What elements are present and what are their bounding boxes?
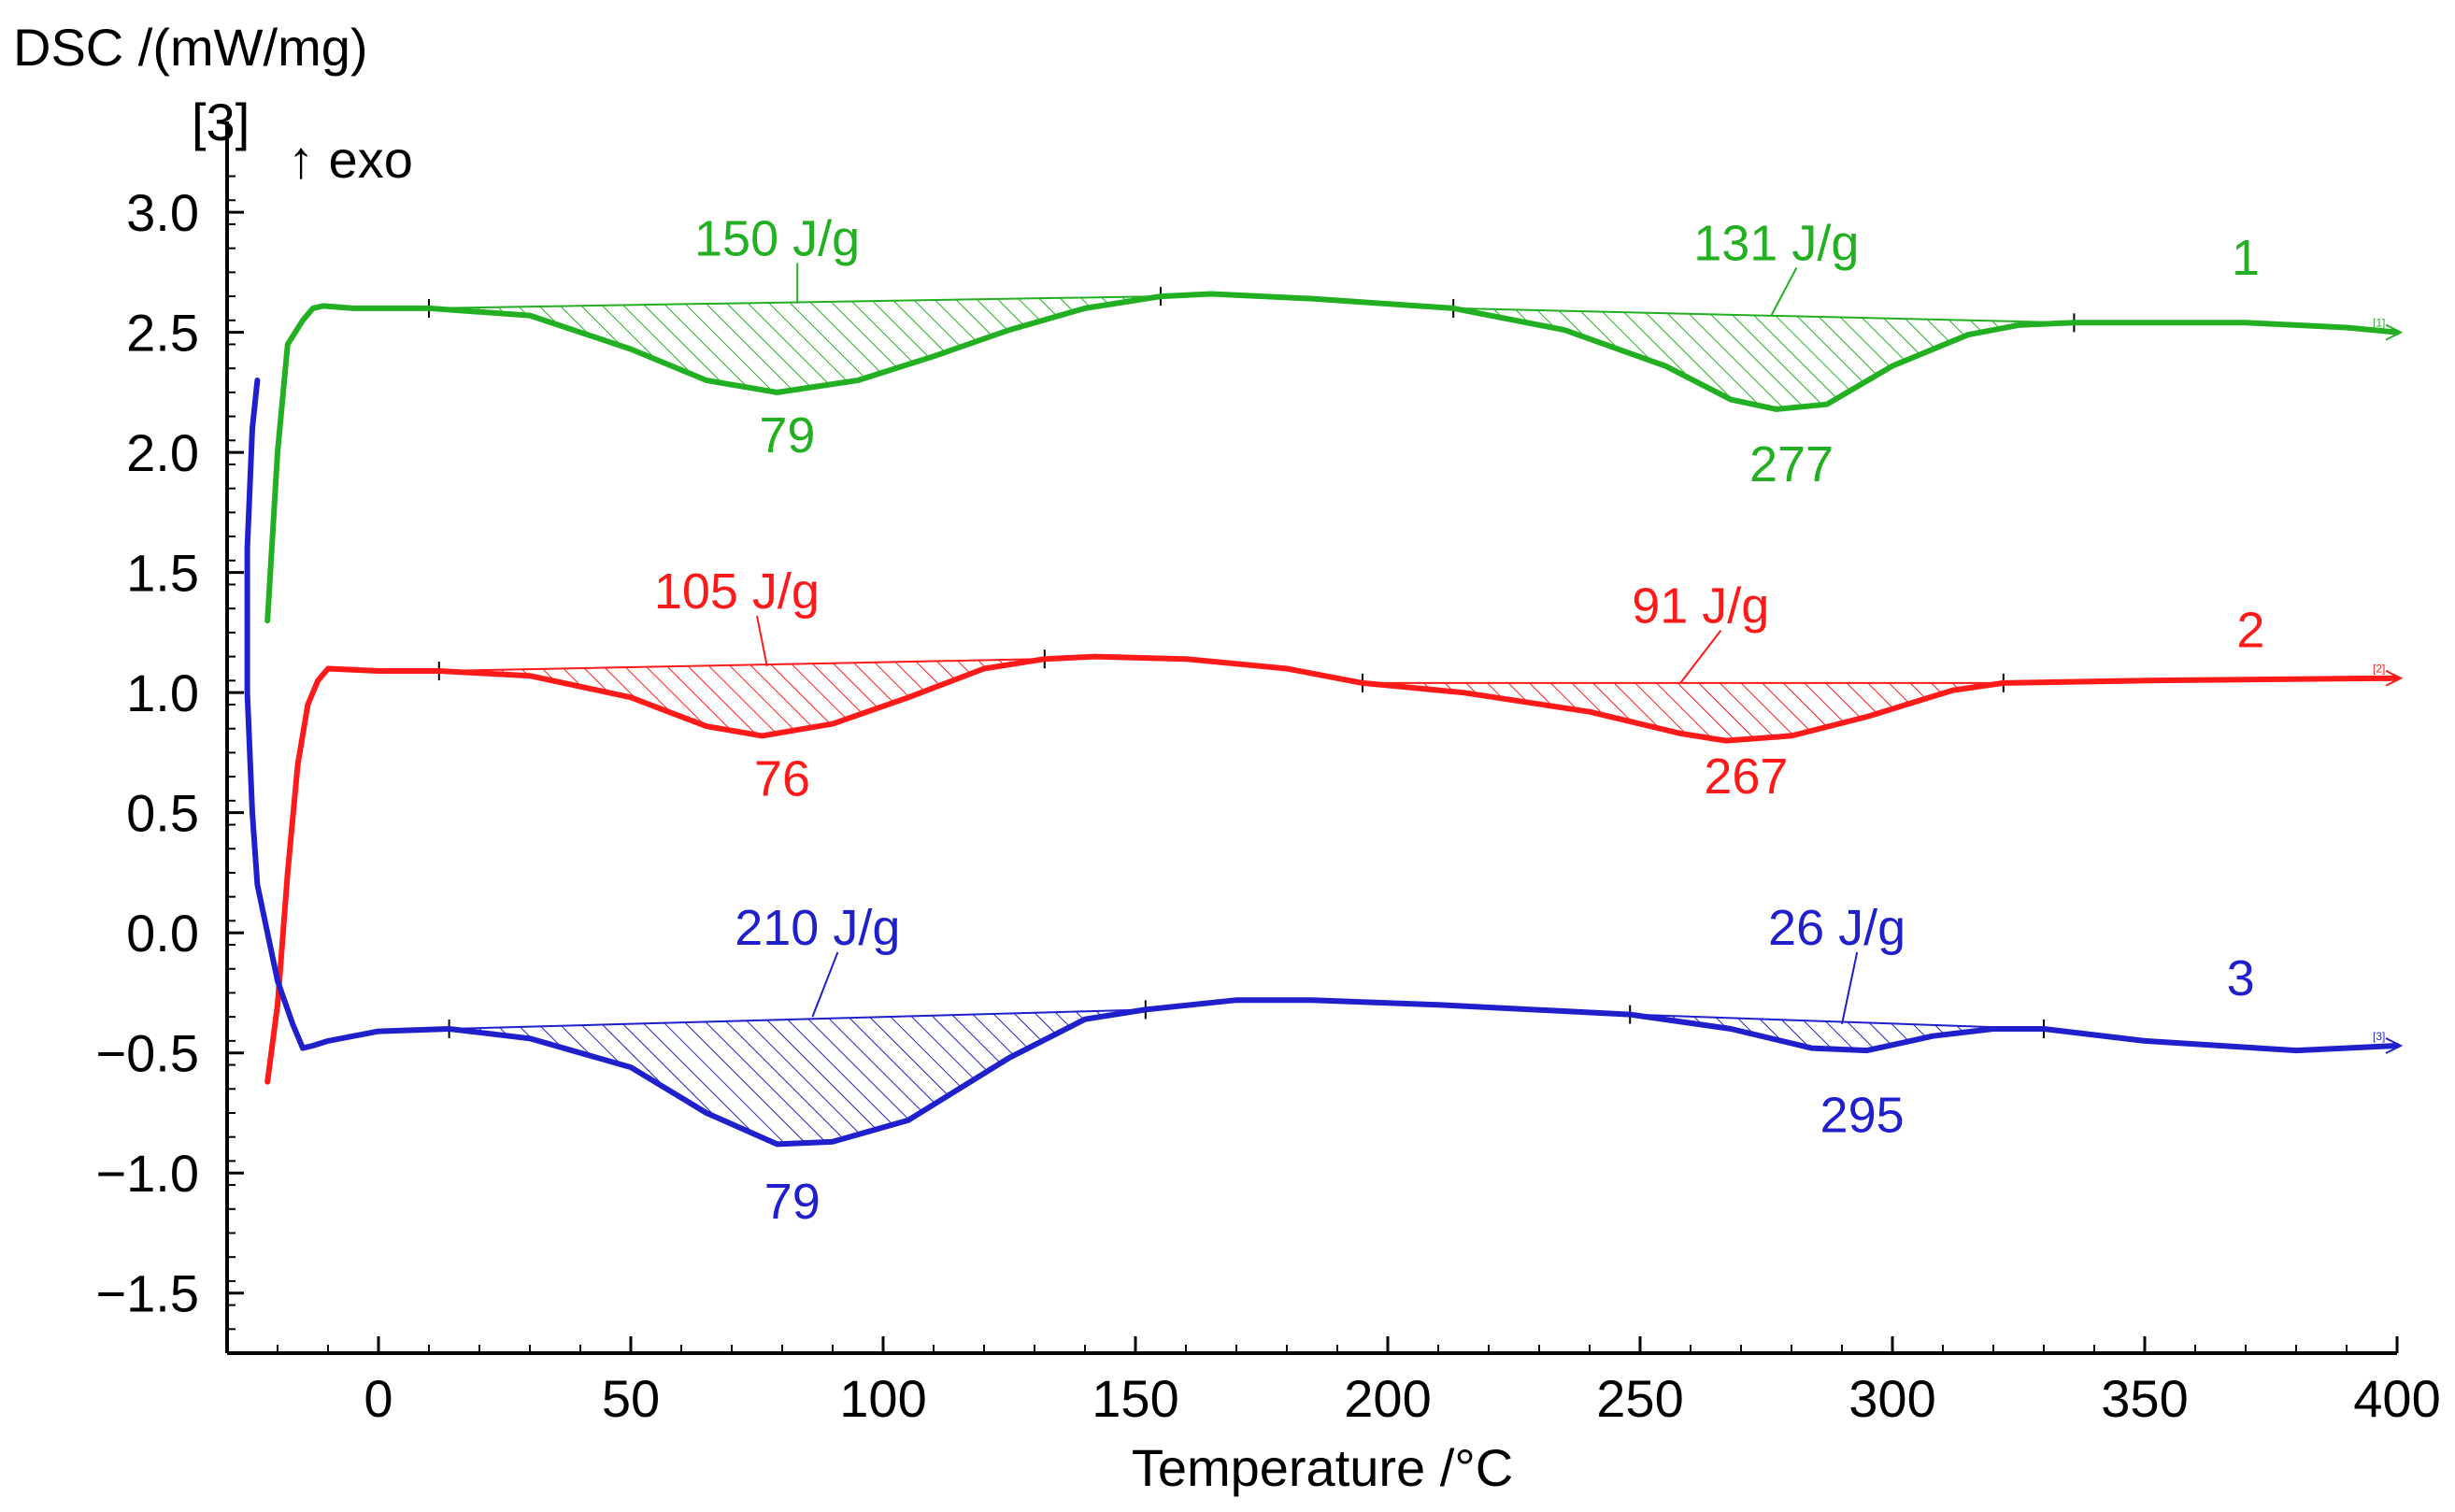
y-axis-tag: [3] [192,93,250,151]
x-tick-label: 400 [2353,1369,2440,1428]
curve-id-1: 1 [2232,230,2260,286]
x-tick-label: 250 [1596,1369,1683,1428]
area-label-1-2: 131 J/g [1693,216,1859,272]
series-end-arrow-3 [2385,1037,2404,1054]
baseline-3-2 [1630,1013,2045,1031]
dsc-curves [244,291,2404,1148]
x-tick-label: 350 [2101,1369,2188,1428]
area-label-3-2: 26 J/g [1768,900,1905,956]
series-line-1 [264,291,2400,624]
axes: 3.0 2.5 2.0 1.5 1.0 0.5 0.0 −0.5 −1.0 −1.5 0 50 100 1… [95,121,2441,1428]
area-leader-3-1 [811,951,839,1018]
area-label-2-1: 105 J/g [654,563,820,620]
y-tick-label: −1.0 [95,1144,199,1203]
curve-annotations: [1] 79 277 150 J/g 131 J/g 1 [2] 76 267 105 J/g 91… [654,210,2386,1230]
x-tick-label: 150 [1092,1369,1178,1428]
y-tick-label: 3.0 [126,183,199,242]
baseline-3-1 [449,1008,1146,1031]
series-end-tag-3: [3] [2373,1030,2385,1043]
y-tick-label: −0.5 [95,1024,199,1083]
y-tick-label: 0.0 [126,904,199,963]
area-label-3-1: 210 J/g [735,900,900,956]
baseline-2-1 [438,658,1045,673]
peak-area-hatch-1-2 [1453,307,2075,409]
y-tick-label: 2.0 [126,423,199,482]
peak-area-hatch-2-1 [438,659,1045,736]
area-label-1-1: 150 J/g [694,210,860,266]
peak-label-2-1: 76 [754,751,810,807]
baseline-1-2 [1453,307,2075,324]
x-tick-label: 50 [602,1369,660,1428]
x-tick-label: 300 [1848,1369,1935,1428]
peak-label-3-1: 79 [764,1174,821,1230]
baseline-1-1 [428,295,1162,309]
y-axis-title: DSC /(mW/mg) [13,18,368,77]
exo-marker: ↑ exo [288,130,413,189]
area-label-2-2: 91 J/g [1632,578,1769,635]
series-line-2 [264,653,2400,1085]
series-end-arrow-1 [2385,323,2404,341]
peak-area-hatch-1-1 [429,296,1161,392]
series-end-tag-2: [2] [2373,663,2385,676]
y-tick-label: 1.5 [126,544,199,603]
peak-area-hatch-3-1 [449,1009,1146,1144]
x-tick-label: 100 [839,1369,926,1428]
peak-label-2-2: 267 [1704,749,1788,805]
peak-label-1-2: 277 [1749,436,1834,492]
series-end-tag-1: [1] [2373,317,2385,330]
series-line-3 [244,378,2400,1148]
series-end-arrow-2 [2385,669,2404,687]
area-leader-1-2 [1770,267,1798,317]
peak-area-hatch-2-2 [1363,682,2004,741]
x-axis-title: Temperature /°C [1132,1438,1513,1497]
peak-label-1-1: 79 [759,407,815,464]
area-leader-2-2 [1679,630,1722,684]
peak-area-hatch-3-2 [1630,1014,2044,1050]
y-tick-label: 0.5 [126,784,199,843]
curve-id-2: 2 [2236,602,2264,658]
curve-id-3: 3 [2227,950,2255,1006]
y-tick-label: 1.0 [126,663,199,722]
x-tick-label: 0 [364,1369,393,1428]
peak-label-3-2: 295 [1820,1088,1905,1144]
y-tick-label: −1.5 [95,1264,199,1323]
area-leader-3-2 [1841,951,1859,1025]
peak-area-fills [428,287,2076,1144]
area-leader-2-1 [756,616,768,667]
x-tick-label: 200 [1344,1369,1431,1428]
y-tick-label: 2.5 [126,304,199,363]
